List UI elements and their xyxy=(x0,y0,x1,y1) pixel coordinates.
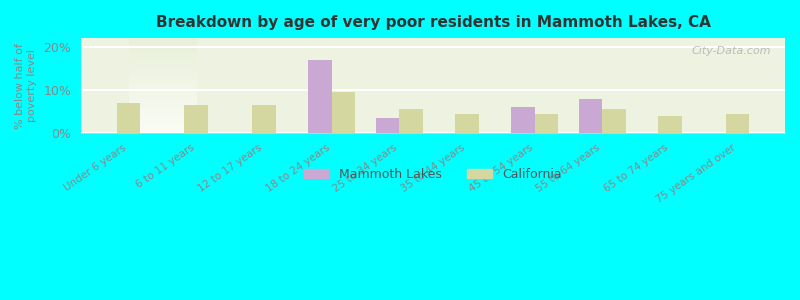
Bar xyxy=(602,109,626,133)
Bar xyxy=(331,92,355,133)
Bar xyxy=(578,98,602,133)
Bar xyxy=(726,114,750,133)
Bar xyxy=(117,103,140,133)
Bar xyxy=(399,109,423,133)
Legend: Mammoth Lakes, California: Mammoth Lakes, California xyxy=(299,163,567,186)
Bar xyxy=(658,116,682,133)
Text: City-Data.com: City-Data.com xyxy=(691,46,771,56)
Bar xyxy=(455,114,478,133)
Bar xyxy=(308,60,331,133)
Bar xyxy=(184,105,208,133)
Bar xyxy=(252,105,276,133)
Bar xyxy=(375,118,399,133)
Bar xyxy=(511,107,534,133)
Y-axis label: % below half of
poverty level: % below half of poverty level xyxy=(15,43,37,128)
Bar xyxy=(534,114,558,133)
Title: Breakdown by age of very poor residents in Mammoth Lakes, CA: Breakdown by age of very poor residents … xyxy=(156,15,710,30)
